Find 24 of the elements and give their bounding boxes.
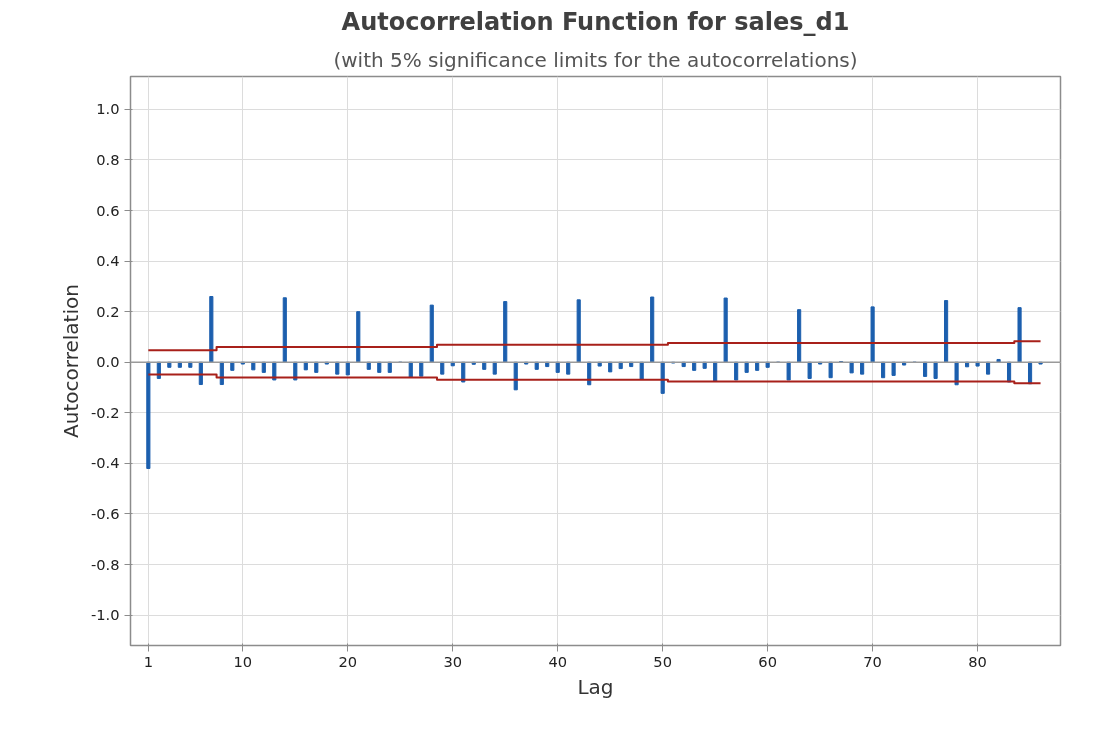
y-tick-label: -0.2 <box>90 403 120 421</box>
x-tick-label: 1 <box>143 652 154 670</box>
chart-subtitle: (with 5% significance limits for the autocorrelations) <box>333 47 858 72</box>
y-tick-label: -0.8 <box>90 555 120 573</box>
y-tick-label: 0.8 <box>96 150 120 168</box>
y-tick-label: -1.0 <box>90 606 120 624</box>
x-tick-label: 50 <box>653 652 673 670</box>
x-tick-label: 20 <box>338 652 358 670</box>
x-tick-label: 60 <box>758 652 777 670</box>
x-tick-label: 70 <box>863 652 882 670</box>
x-tick-label: 10 <box>233 652 253 670</box>
y-tick-label: -0.6 <box>90 505 120 522</box>
x-tick-label: 40 <box>548 652 568 670</box>
y-tick-label: 0.0 <box>96 353 120 371</box>
x-tick-label: 80 <box>968 652 987 670</box>
chart-title: Autocorrelation Function for sales_d1 <box>341 7 850 36</box>
y-axis-title: Autocorrelation <box>58 284 83 438</box>
y-tick-label: -0.4 <box>90 454 120 472</box>
y-tick-label: 0.6 <box>96 201 120 219</box>
x-axis-title: Lag <box>577 674 614 699</box>
x-tick-label: 30 <box>443 652 463 670</box>
y-tick-label: 1.0 <box>96 100 120 118</box>
y-tick-label: 0.2 <box>96 302 120 320</box>
y-tick-label: 0.4 <box>96 252 120 270</box>
